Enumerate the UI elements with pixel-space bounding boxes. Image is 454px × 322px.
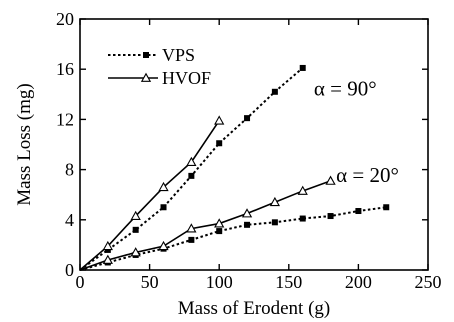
- legend: VPS HVOF: [108, 45, 211, 88]
- data-point: [216, 228, 223, 235]
- series-hvof-alpha-90: [79, 115, 225, 271]
- data-point: [188, 236, 195, 243]
- axes: [79, 18, 429, 271]
- data-point: [383, 204, 390, 211]
- ticks: 0 50 100 150 200 250 0 4 8 12 16 20: [56, 9, 442, 292]
- x-axis-label: Mass of Erodent (g): [178, 298, 331, 319]
- legend-item-hvof: HVOF: [108, 68, 211, 88]
- x-tick-label-0: 0: [76, 272, 85, 292]
- data-point: [102, 254, 113, 264]
- data-point: [216, 140, 223, 147]
- x-tick-label-200: 200: [345, 272, 372, 292]
- y-tick-label-12: 12: [56, 109, 74, 129]
- legend-item-vps: VPS: [108, 45, 195, 65]
- data-point: [297, 185, 308, 195]
- plot-frame: [79, 18, 429, 271]
- y-axis-label: Mass Loss (mg): [14, 83, 35, 205]
- data-point: [130, 247, 141, 257]
- series-line: [79, 120, 220, 271]
- data-point: [160, 204, 167, 211]
- data-point: [355, 208, 362, 215]
- x-tick-label-100: 100: [206, 272, 233, 292]
- legend-label: VPS: [162, 45, 195, 65]
- data-point: [132, 226, 139, 233]
- y-tick-label-0: 0: [65, 260, 74, 280]
- data-point: [244, 221, 251, 228]
- data-point: [214, 115, 225, 125]
- x-tick-label-250: 250: [415, 272, 442, 292]
- data-point: [188, 172, 195, 179]
- x-tick-label-50: 50: [141, 272, 159, 292]
- y-tick-label-20: 20: [56, 9, 74, 29]
- data-point: [271, 219, 278, 226]
- annotation-alpha-90: α = 90°: [314, 77, 377, 101]
- data-point: [327, 213, 334, 220]
- legend-marker: [140, 72, 152, 82]
- legend-marker: [143, 52, 149, 58]
- data-point: [299, 64, 306, 71]
- data-point: [241, 208, 253, 218]
- annotations: α = 90° α = 20°: [314, 77, 399, 188]
- data-point: [299, 215, 306, 222]
- y-tick-label-8: 8: [65, 160, 74, 180]
- data-point: [186, 223, 197, 233]
- data-point: [271, 88, 278, 95]
- data-point: [102, 240, 113, 251]
- data-point: [186, 156, 197, 166]
- series-line: [79, 180, 331, 271]
- data-point: [130, 210, 141, 220]
- series-layer: [79, 64, 390, 271]
- data-point: [158, 240, 169, 251]
- y-tick-label-16: 16: [56, 59, 74, 79]
- data-point: [269, 196, 281, 207]
- y-tick-label-4: 4: [65, 210, 74, 230]
- data-point: [244, 115, 251, 122]
- data-point: [325, 175, 336, 185]
- x-tick-label-150: 150: [275, 272, 302, 292]
- series-hvof-alpha-20: [79, 175, 336, 271]
- legend-label: HVOF: [162, 68, 211, 88]
- data-point: [158, 181, 169, 192]
- data-point: [214, 218, 225, 228]
- series-line: [79, 206, 387, 271]
- annotation-alpha-20: α = 20°: [336, 163, 399, 187]
